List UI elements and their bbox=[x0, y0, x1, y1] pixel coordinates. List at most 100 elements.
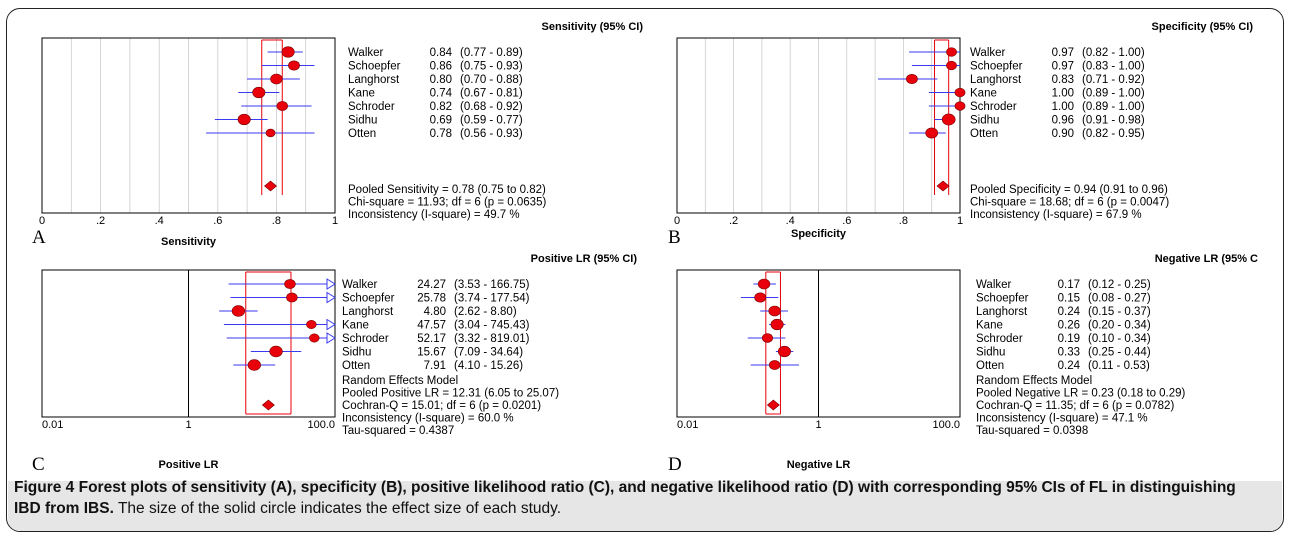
x-axis-title: Negative LR bbox=[787, 459, 851, 471]
x-tick-label: .2 bbox=[96, 215, 105, 227]
study-point bbox=[231, 305, 246, 317]
study-point bbox=[281, 46, 295, 58]
study-point bbox=[284, 279, 296, 289]
study-point bbox=[941, 113, 956, 126]
study-point bbox=[777, 345, 791, 358]
study-estimate: 0.82 bbox=[430, 101, 452, 113]
study-point bbox=[237, 113, 251, 126]
x-tick-label: 1 bbox=[185, 419, 191, 431]
study-estimate: 0.69 bbox=[430, 115, 452, 127]
pooled-stat-line: Pooled Specificity = 0.94 (0.91 to 0.96) bbox=[970, 184, 1168, 196]
study-name: Schoepfer bbox=[342, 293, 395, 305]
study-name: Schoepfer bbox=[976, 293, 1029, 305]
x-tick-label: 1 bbox=[957, 215, 963, 227]
x-tick-label: 1 bbox=[332, 215, 338, 227]
study-point bbox=[768, 305, 781, 317]
study-estimate: 0.97 bbox=[1052, 47, 1074, 59]
study-name: Kane bbox=[970, 88, 997, 100]
column-header: Negative LR (95% C bbox=[1155, 253, 1258, 265]
study-ci: (0.25 - 0.44) bbox=[1088, 347, 1151, 359]
study-point bbox=[269, 345, 283, 358]
study-name: Schoepfer bbox=[348, 61, 401, 73]
x-tick-label: 0 bbox=[39, 215, 45, 227]
pooled-stat-line: Inconsistency (I-square) = 49.7 % bbox=[348, 209, 520, 221]
pooled-stat-line: Random Effects Model bbox=[976, 375, 1092, 387]
study-name: Otten bbox=[976, 360, 1004, 372]
study-estimate: 0.19 bbox=[1058, 333, 1080, 345]
study-point bbox=[925, 127, 939, 139]
panel-letter: A bbox=[32, 227, 46, 248]
study-estimate: 25.78 bbox=[417, 293, 446, 305]
panel-letter: D bbox=[668, 454, 682, 475]
study-name: Kane bbox=[976, 320, 1003, 332]
study-name: Walker bbox=[342, 279, 378, 291]
study-estimate: 0.74 bbox=[430, 88, 453, 100]
ci-arrow-icon bbox=[326, 278, 336, 290]
pooled-stat-line: Cochran-Q = 15.01; df = 6 (p = 0.0201) bbox=[342, 400, 541, 412]
study-ci: (0.15 - 0.37) bbox=[1088, 306, 1151, 318]
study-point bbox=[247, 359, 261, 371]
study-point bbox=[252, 86, 266, 99]
study-point bbox=[954, 87, 966, 98]
study-point bbox=[270, 73, 283, 85]
study-name: Langhorst bbox=[976, 306, 1028, 318]
panel-B: Specificity (95% CI) Walker 0.97 (0.82 - 1.… bbox=[668, 21, 1253, 248]
study-estimate: 0.83 bbox=[1052, 74, 1074, 86]
study-ci: (0.11 - 0.53) bbox=[1088, 360, 1150, 372]
study-ci: (0.82 - 1.00) bbox=[1082, 47, 1145, 59]
study-point bbox=[946, 60, 957, 71]
study-ci: (0.70 - 0.88) bbox=[460, 74, 523, 86]
study-point bbox=[761, 333, 774, 343]
study-ci: (0.12 - 0.25) bbox=[1088, 279, 1151, 291]
figure-caption: Figure 4 Forest plots of sensitivity (A)… bbox=[14, 477, 1264, 519]
pooled-stat-line: Cochran-Q = 11.35; df = 6 (p = 0.0782) bbox=[976, 400, 1174, 412]
x-tick-label: .2 bbox=[729, 215, 738, 227]
study-name: Langhorst bbox=[342, 306, 394, 318]
x-axis-title: Positive LR bbox=[159, 459, 219, 471]
x-tick-label: .8 bbox=[272, 215, 281, 227]
study-ci: (0.20 - 0.34) bbox=[1088, 320, 1151, 332]
caption-rest-text: The size of the solid circle indicates t… bbox=[117, 500, 562, 517]
pooled-diamond bbox=[261, 399, 275, 411]
study-estimate: 15.67 bbox=[417, 347, 446, 359]
study-ci: (3.74 - 177.54) bbox=[454, 293, 530, 305]
study-estimate: 1.00 bbox=[1052, 101, 1074, 113]
study-ci: (0.68 - 0.92) bbox=[460, 101, 523, 113]
pooled-stat-line: Pooled Positive LR = 12.31 (6.05 to 25.0… bbox=[342, 388, 559, 400]
pooled-stat-line: Pooled Negative LR = 0.23 (0.18 to 0.29) bbox=[976, 388, 1186, 400]
study-point bbox=[309, 333, 320, 343]
study-estimate: 0.84 bbox=[430, 47, 453, 59]
pooled-diamond bbox=[936, 180, 950, 192]
study-name: Kane bbox=[342, 320, 369, 332]
pooled-stat-line: Pooled Sensitivity = 0.78 (0.75 to 0.82) bbox=[348, 184, 546, 196]
study-ci: (2.62 - 8.80) bbox=[454, 306, 517, 318]
study-ci: (0.59 - 0.77) bbox=[460, 115, 523, 127]
study-estimate: 24.27 bbox=[417, 279, 446, 291]
study-name: Sidhu bbox=[970, 115, 999, 127]
plot-frame bbox=[676, 37, 961, 214]
x-tick-label: .6 bbox=[842, 215, 851, 227]
study-name: Kane bbox=[348, 88, 375, 100]
study-estimate: 0.24 bbox=[1058, 306, 1081, 318]
study-ci: (0.89 - 1.00) bbox=[1082, 88, 1145, 100]
plot-frame bbox=[41, 269, 336, 418]
study-point bbox=[954, 101, 966, 111]
study-name: Walker bbox=[970, 47, 1006, 59]
study-estimate: 0.96 bbox=[1052, 115, 1074, 127]
study-ci: (0.56 - 0.93) bbox=[460, 128, 523, 140]
forest-plots: Sensitivity (95% CI) Walker 0.84 (0.77 - 0.… bbox=[32, 21, 1258, 475]
pooled-stat-line: Random Effects Model bbox=[342, 375, 458, 387]
study-name: Walker bbox=[976, 279, 1012, 291]
study-point bbox=[306, 320, 317, 329]
panel-letter: C bbox=[32, 454, 45, 475]
x-tick-label: .4 bbox=[155, 215, 164, 227]
study-point bbox=[276, 101, 288, 111]
pooled-stat-line: Inconsistency (I-square) = 47.1 % bbox=[976, 413, 1148, 425]
study-estimate: 0.15 bbox=[1058, 293, 1080, 305]
study-estimate: 0.80 bbox=[430, 74, 452, 86]
x-tick-label: 0.01 bbox=[677, 419, 698, 431]
study-name: Otten bbox=[348, 128, 376, 140]
pooled-diamond bbox=[766, 399, 780, 411]
pooled-stat-line: Inconsistency (I-square) = 60.0 % bbox=[342, 413, 514, 425]
study-ci: (0.71 - 0.92) bbox=[1082, 74, 1145, 86]
